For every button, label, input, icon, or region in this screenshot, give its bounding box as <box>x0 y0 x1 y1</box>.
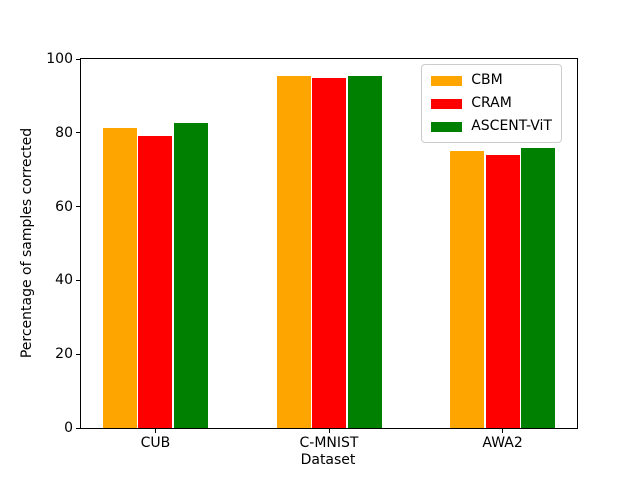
y-tick-label: 20 <box>55 346 73 363</box>
y-axis-label: Percentage of samples corrected <box>19 127 35 359</box>
legend-item-cbm: CBM <box>431 72 552 89</box>
y-tick-mark <box>76 279 80 281</box>
bar-cbm-awa2 <box>450 150 485 428</box>
bar-cbm-c-mnist <box>276 76 311 428</box>
y-tick-mark <box>76 58 80 60</box>
legend-swatch-cram <box>431 98 463 109</box>
y-tick-label: 60 <box>55 198 73 215</box>
x-tick-label: C-MNIST <box>299 435 359 451</box>
legend: CBM CRAM ASCENT-ViT <box>421 64 562 143</box>
bar-ascent-vit-awa2 <box>521 147 556 428</box>
legend-swatch-ascent-vit <box>431 121 463 132</box>
plot-area: CBM CRAM ASCENT-ViT 0 20 40 60 80 100 CUB C-MNIST… <box>46 51 578 450</box>
y-tick-mark <box>76 427 80 429</box>
bar-ascent-vit-c-mnist <box>347 76 382 428</box>
y-tick-mark <box>76 206 80 208</box>
y-tick-mark <box>76 132 80 134</box>
bar-cbm-cub <box>102 128 137 428</box>
y-tick-label: 40 <box>55 272 73 289</box>
legend-item-ascent-vit: ASCENT-ViT <box>431 118 552 135</box>
legend-swatch-cbm <box>431 75 463 86</box>
bar-cram-awa2 <box>485 154 520 428</box>
y-tick-mark <box>76 353 80 355</box>
bar-cram-cub <box>138 136 173 428</box>
legend-item-cram: CRAM <box>431 95 552 112</box>
x-tick-mark <box>502 429 504 433</box>
legend-label-ascent-vit: ASCENT-ViT <box>471 118 552 134</box>
legend-label-cram: CRAM <box>471 95 512 111</box>
x-tick-mark <box>154 429 156 433</box>
x-tick-label: CUB <box>140 435 171 451</box>
y-tick-label: 100 <box>46 51 73 67</box>
x-tick-label: AWA2 <box>482 435 523 451</box>
bar-cram-c-mnist <box>312 77 346 428</box>
y-tick-label: 0 <box>64 420 73 436</box>
bar-ascent-vit-cub <box>173 123 208 428</box>
legend-label-cbm: CBM <box>471 72 503 88</box>
y-tick-label: 80 <box>55 124 73 141</box>
x-axis-label: Dataset <box>300 452 356 468</box>
x-tick-mark <box>328 429 330 433</box>
